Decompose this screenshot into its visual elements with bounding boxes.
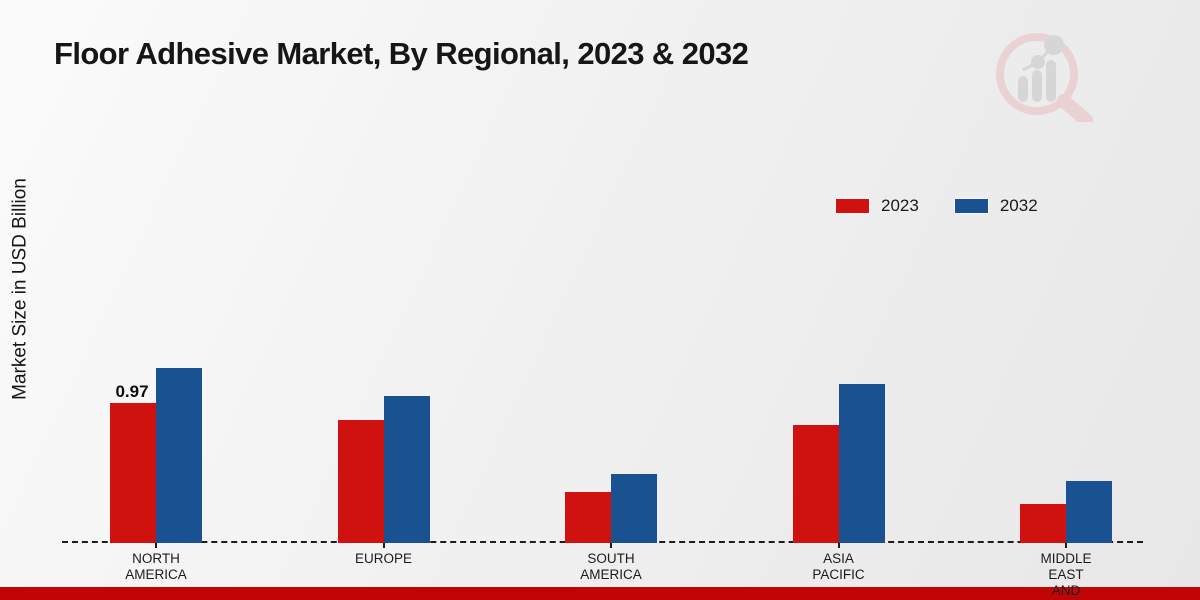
bar-2023-north-america — [110, 403, 156, 543]
bar-value-label-2023-north-america: 0.97 — [115, 382, 149, 401]
bar-2023-asia-pacific — [792, 425, 839, 543]
x-axis-tick-middle-east-and — [1065, 543, 1067, 548]
legend-item-2023: 2023 — [836, 196, 919, 216]
bar-2023-south-america — [565, 492, 611, 543]
x-axis-label-middle-east-and: MIDDLE EAST AND — [1040, 551, 1092, 598]
legend-label-2023: 2023 — [881, 196, 919, 215]
legend: 2023 2032 — [836, 196, 1038, 216]
bar-2032-south-america — [611, 474, 657, 543]
x-axis-label-north-america: NORTH AMERICA — [125, 551, 187, 582]
bar-2023-europe — [337, 420, 384, 543]
bar-2032-middle-east-and — [1066, 481, 1112, 543]
x-axis-label-europe: EUROPE — [354, 551, 413, 566]
x-axis-tick-south-america — [610, 543, 612, 548]
legend-item-2032: 2032 — [954, 196, 1038, 216]
x-axis-label-south-america: SOUTH AMERICA — [580, 551, 642, 582]
legend-swatch-2023-icon — [836, 199, 869, 213]
bar-2032-europe — [383, 396, 430, 543]
bar-2032-north-america — [156, 368, 202, 543]
chart-title: Floor Adhesive Market, By Regional, 2023… — [54, 36, 749, 71]
x-axis-tick-europe — [382, 543, 385, 548]
footer-red-banner — [0, 587, 1200, 600]
magnifier-bar-chart-logo-icon — [996, 33, 1093, 122]
legend-label-2032: 2032 — [999, 196, 1038, 215]
legend-swatch-2032-icon — [954, 199, 988, 213]
x-axis-tick-asia-pacific — [837, 543, 840, 548]
x-axis-tick-north-america — [155, 543, 157, 548]
x-axis-label-asia-pacific: ASIA PACIFIC — [812, 551, 865, 582]
bar-2032-asia-pacific — [838, 384, 885, 543]
bar-2023-middle-east-and — [1020, 504, 1066, 543]
